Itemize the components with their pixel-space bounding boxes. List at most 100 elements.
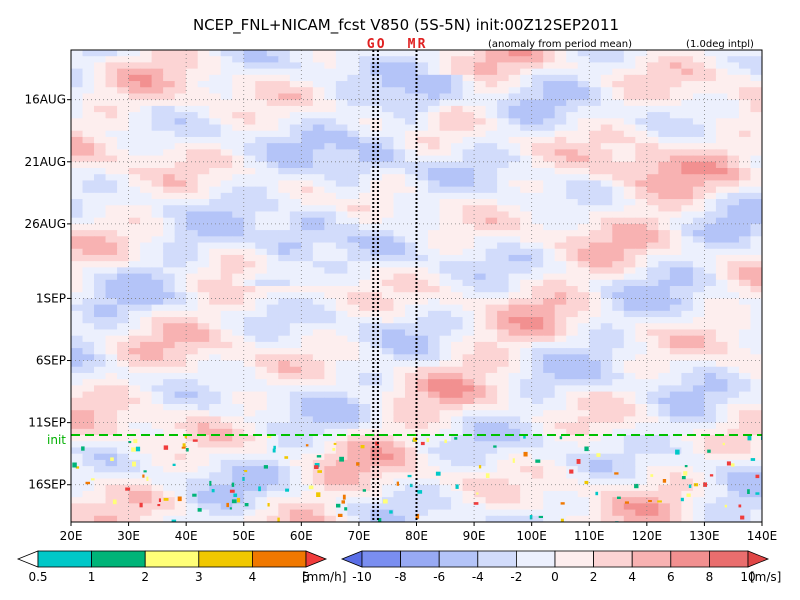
field-cell bbox=[520, 515, 533, 522]
x-tick-label: 110E bbox=[574, 529, 605, 543]
field-cell bbox=[589, 391, 602, 399]
field-cell bbox=[416, 435, 429, 442]
field-cell bbox=[738, 441, 752, 449]
field-cell bbox=[566, 317, 579, 324]
field-cell bbox=[474, 304, 487, 312]
field-cell bbox=[600, 298, 613, 306]
field-cell bbox=[151, 404, 164, 411]
field-cell bbox=[623, 335, 636, 343]
field-cell bbox=[727, 466, 740, 473]
field-cell bbox=[117, 304, 130, 312]
field-cell bbox=[462, 261, 475, 268]
field-cell bbox=[174, 310, 187, 318]
field-cell bbox=[715, 391, 729, 399]
field-cell bbox=[266, 174, 279, 182]
field-cell bbox=[612, 478, 625, 486]
field-cell bbox=[335, 143, 348, 150]
field-cell bbox=[635, 143, 648, 150]
field-cell bbox=[554, 230, 567, 237]
field-cell bbox=[94, 453, 107, 461]
field-cell bbox=[289, 292, 302, 300]
field-cell bbox=[577, 161, 590, 169]
field-cell bbox=[497, 298, 510, 306]
field-cell bbox=[531, 93, 544, 101]
field-cell bbox=[197, 441, 210, 449]
field-cell bbox=[750, 416, 762, 424]
field-cell bbox=[715, 428, 729, 436]
field-cell bbox=[393, 379, 406, 386]
field-cell bbox=[439, 410, 452, 418]
field-cell bbox=[727, 149, 740, 157]
field-cell bbox=[554, 62, 567, 70]
field-cell bbox=[105, 161, 118, 169]
field-cell bbox=[543, 515, 556, 522]
field-cell bbox=[174, 81, 187, 88]
field-cell bbox=[635, 230, 648, 237]
field-cell bbox=[439, 298, 452, 306]
field-cell bbox=[439, 335, 452, 343]
field-cell bbox=[301, 397, 314, 405]
field-cell bbox=[715, 298, 729, 306]
field-cell bbox=[600, 335, 613, 343]
field-cell bbox=[727, 503, 740, 511]
field-cell bbox=[577, 453, 590, 461]
field-cell bbox=[669, 503, 682, 511]
precip-speck bbox=[648, 500, 652, 503]
field-cell bbox=[704, 68, 717, 76]
field-cell bbox=[439, 136, 452, 144]
field-cell bbox=[750, 62, 762, 70]
field-cell bbox=[508, 472, 521, 480]
field-cell bbox=[370, 391, 383, 399]
field-cell bbox=[485, 136, 498, 144]
field-cell bbox=[635, 273, 648, 281]
field-cell bbox=[232, 366, 245, 374]
field-cell bbox=[370, 286, 383, 293]
field-cell bbox=[416, 348, 429, 355]
field-cell bbox=[209, 441, 222, 449]
field-cell bbox=[197, 93, 210, 101]
field-cell bbox=[589, 87, 602, 95]
field-cell bbox=[404, 149, 418, 157]
field-cell bbox=[128, 217, 141, 225]
field-cell bbox=[163, 279, 176, 287]
field-cell bbox=[589, 453, 602, 461]
field-cell bbox=[750, 230, 762, 237]
field-cell bbox=[520, 447, 533, 455]
field-cell bbox=[140, 323, 153, 331]
field-cell bbox=[71, 267, 84, 275]
field-cell bbox=[94, 441, 107, 449]
field-cell bbox=[232, 186, 245, 194]
wind-colorbar-level-label: -6 bbox=[433, 570, 445, 584]
field-cell bbox=[312, 161, 325, 169]
field-cell bbox=[94, 99, 107, 107]
field-cell bbox=[105, 273, 118, 281]
field-cell bbox=[451, 310, 464, 318]
field-cell bbox=[612, 410, 625, 418]
field-cell bbox=[347, 478, 360, 486]
field-cell bbox=[474, 261, 487, 268]
field-cell bbox=[151, 81, 164, 88]
field-cell bbox=[589, 447, 602, 455]
field-cell bbox=[508, 323, 521, 331]
precip-speck bbox=[576, 459, 581, 464]
field-cell bbox=[358, 441, 372, 449]
field-cell bbox=[140, 404, 153, 411]
field-cell bbox=[485, 93, 498, 101]
field-cell bbox=[646, 124, 659, 132]
field-cell bbox=[658, 143, 671, 150]
field-cell bbox=[566, 105, 579, 113]
field-cell bbox=[727, 248, 740, 256]
field-cell bbox=[151, 211, 164, 219]
precip-speck bbox=[337, 513, 343, 517]
field-cell bbox=[497, 435, 510, 442]
field-cell bbox=[209, 105, 222, 113]
field-cell bbox=[566, 348, 579, 355]
field-cell bbox=[266, 242, 279, 250]
field-cell bbox=[577, 416, 590, 424]
field-cell bbox=[128, 391, 141, 399]
field-cell bbox=[278, 174, 291, 182]
field-cell bbox=[600, 435, 613, 442]
field-cell bbox=[635, 404, 648, 411]
field-cell bbox=[520, 186, 533, 194]
field-cell bbox=[370, 254, 383, 262]
